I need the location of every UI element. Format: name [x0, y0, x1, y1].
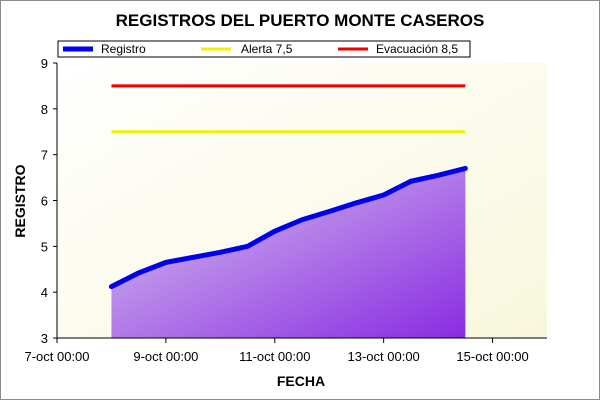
- y-tick-label: 5: [41, 239, 48, 254]
- x-tick-label: 7-oct 00:00: [24, 349, 89, 364]
- y-axis-ticks: 3 4 5 6 7 8 9: [41, 56, 57, 346]
- y-tick-label: 7: [41, 148, 48, 163]
- y-tick-label: 6: [41, 194, 48, 209]
- y-tick-label: 8: [41, 102, 48, 117]
- y-tick-label: 9: [41, 56, 48, 71]
- x-tick-label: 11-oct 00:00: [239, 349, 310, 364]
- x-tick-label: 15-oct 00:00: [456, 349, 528, 364]
- legend: Registro Alerta 7,5 Evacuación 8,5: [58, 41, 470, 57]
- chart-title: REGISTROS DEL PUERTO MONTE CASEROS: [116, 11, 485, 30]
- x-tick-label: 13-oct 00:00: [348, 349, 420, 364]
- y-axis-label: REGISTRO: [12, 164, 28, 237]
- x-tick-label: 9-oct 00:00: [133, 349, 198, 364]
- x-axis-label: FECHA: [277, 373, 325, 389]
- legend-label-alerta: Alerta 7,5: [241, 42, 293, 56]
- legend-label-evacuacion: Evacuación 8,5: [376, 42, 458, 56]
- y-tick-label: 3: [41, 331, 48, 346]
- x-axis-ticks: 7-oct 00:00 9-oct 00:00 11-oct 00:00 13-oct…: [24, 338, 528, 364]
- legend-label-registro: Registro: [101, 42, 146, 56]
- y-tick-label: 4: [41, 285, 48, 300]
